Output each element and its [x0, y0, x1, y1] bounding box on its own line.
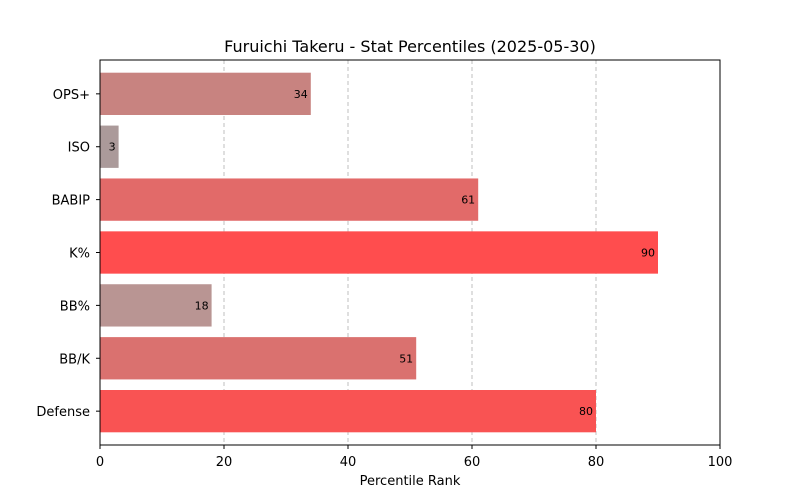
bar-value-label: 51 [399, 352, 413, 365]
bar [100, 390, 596, 433]
bar [100, 231, 658, 274]
bar-value-label: 90 [641, 247, 655, 260]
y-tick-label: ISO [68, 141, 90, 156]
bar [100, 178, 479, 221]
x-tick-label: 100 [708, 455, 733, 470]
x-axis-label: Percentile Rank [360, 474, 461, 489]
bar [100, 284, 212, 327]
bar-value-label: 3 [109, 141, 116, 154]
y-tick-label: K% [69, 247, 90, 262]
bar-value-label: 80 [579, 405, 593, 418]
bar-value-labels: 34 3 61 90 18 51 80 [109, 88, 655, 418]
chart-title: Furuichi Takeru - Stat Percentiles (2025… [224, 37, 596, 56]
y-tick-label: BB/K [59, 352, 90, 367]
x-tick-label: 80 [588, 455, 605, 470]
x-axis: 0 20 40 60 80 100 [96, 445, 733, 470]
bar [100, 337, 417, 380]
bar-value-label: 34 [294, 88, 308, 101]
x-tick-label: 60 [464, 455, 481, 470]
bars [100, 72, 658, 433]
bar [100, 125, 119, 168]
y-tick-label: Defense [36, 405, 90, 420]
bar-value-label: 18 [195, 299, 209, 312]
x-tick-label: 40 [340, 455, 357, 470]
y-tick-label: BABIP [52, 194, 91, 209]
x-tick-label: 20 [216, 455, 233, 470]
bar [100, 72, 311, 115]
bar-value-label: 61 [461, 194, 475, 207]
y-tick-label: OPS+ [53, 88, 90, 103]
x-tick-label: 0 [96, 455, 104, 470]
y-axis: OPS+ ISO BABIP K% BB% BB/K Defense [36, 88, 100, 420]
y-tick-label: BB% [60, 299, 90, 314]
